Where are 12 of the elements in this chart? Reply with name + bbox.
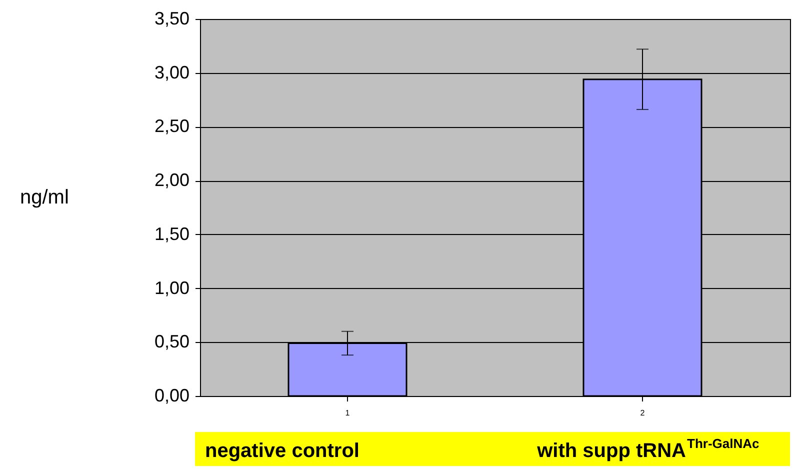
y-tick-label: 0,50 xyxy=(154,332,190,352)
x-tick-label: 2 xyxy=(640,408,646,418)
x-tick-label: 1 xyxy=(345,408,350,418)
y-tick-label: 3,50 xyxy=(154,8,190,28)
text: negative control xyxy=(205,440,360,462)
y-tick-label: 1,50 xyxy=(154,224,190,244)
y-axis-title: ng/ml xyxy=(20,186,69,208)
y-tick-label: 0,00 xyxy=(154,386,190,406)
y-tick-label: 2,50 xyxy=(154,116,190,136)
y-tick-label: 3,00 xyxy=(154,62,190,82)
y-tick-label: 1,00 xyxy=(154,278,190,298)
y-tick-label: 2,00 xyxy=(154,170,190,190)
